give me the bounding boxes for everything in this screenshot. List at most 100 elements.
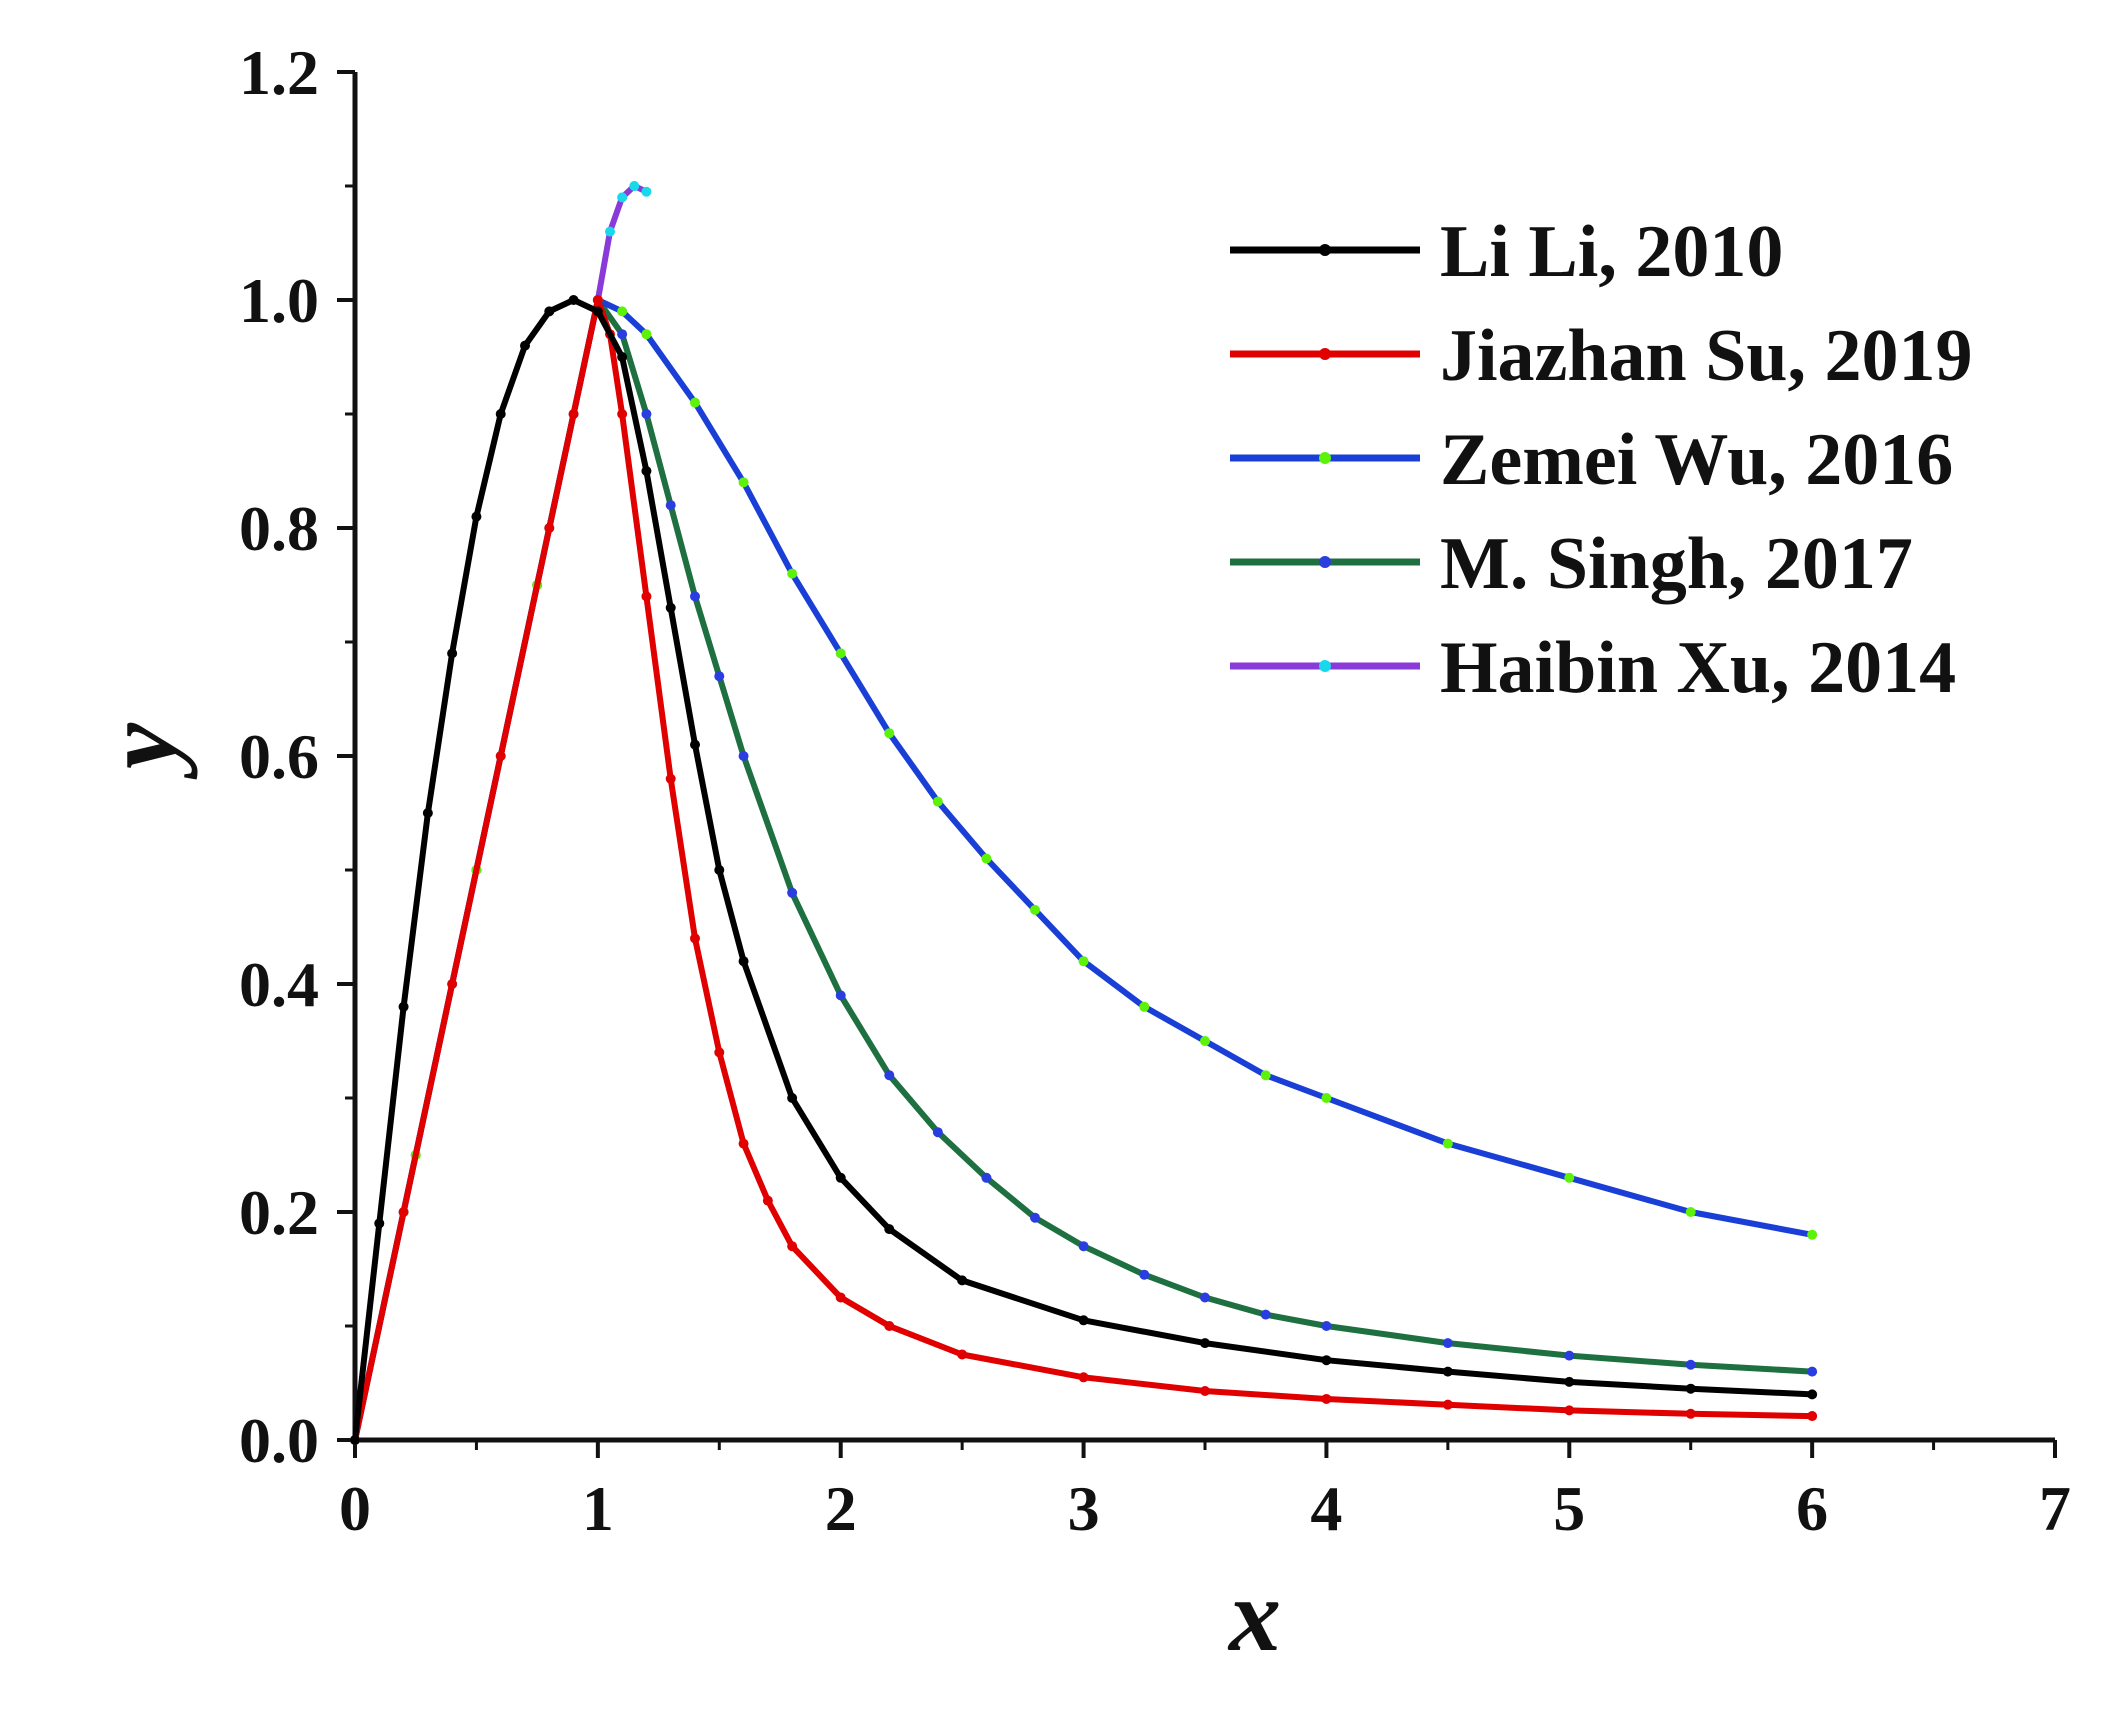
- series-2-point: [957, 1349, 968, 1360]
- series-3-point: [738, 477, 749, 488]
- series-2-group: [350, 295, 1818, 1445]
- series-2-point: [592, 295, 603, 305]
- x-tick-label: 0: [339, 1473, 371, 1544]
- series-4-point: [1685, 1359, 1696, 1370]
- series-2-point: [714, 1047, 725, 1058]
- series-1-point: [1200, 1338, 1210, 1349]
- series-4-point: [1030, 1212, 1040, 1223]
- series-1-point: [835, 1172, 846, 1183]
- legend-marker: [1319, 556, 1331, 568]
- series-2-point: [884, 1321, 895, 1331]
- series-3-point: [1139, 1001, 1150, 1012]
- series-4-point: [787, 887, 798, 898]
- series-3-point: [1200, 1036, 1210, 1046]
- series-2-point: [398, 1207, 409, 1217]
- series-2-point: [835, 1292, 846, 1303]
- series-3-point: [617, 306, 628, 317]
- series-2-point: [1200, 1385, 1210, 1396]
- x-tick-label: 1: [582, 1473, 614, 1544]
- series-1-point: [1442, 1366, 1453, 1377]
- series-4-point: [617, 329, 628, 340]
- series-1-point: [520, 340, 530, 351]
- series-1-point: [592, 306, 603, 317]
- series-1-point: [568, 295, 579, 305]
- series-2-point: [1078, 1372, 1089, 1383]
- series-5-point: [617, 192, 628, 203]
- series-1-point: [398, 1001, 409, 1012]
- series-1-point: [1321, 1355, 1332, 1366]
- x-tick-label: 7: [2039, 1473, 2071, 1544]
- x-axis-title: x: [1227, 1558, 1281, 1673]
- series-1-point: [447, 648, 458, 659]
- series-1-point: [422, 808, 433, 818]
- series-3-point: [1321, 1093, 1332, 1103]
- x-tick-label: 3: [1068, 1473, 1100, 1544]
- series-3-point: [835, 648, 846, 659]
- series-3-point: [1260, 1070, 1271, 1081]
- series-2-point: [544, 523, 555, 533]
- x-tick-label: 4: [1310, 1473, 1342, 1544]
- series-1-point: [738, 956, 749, 967]
- series-1-point: [495, 409, 506, 419]
- series-3-point: [932, 796, 943, 807]
- series-4-point: [665, 500, 676, 511]
- series-4-point: [1078, 1241, 1089, 1252]
- series-1-point: [1685, 1383, 1696, 1394]
- legend-marker: [1319, 660, 1331, 672]
- series-2-line: [352, 297, 1816, 1443]
- series-5-point: [605, 226, 615, 237]
- series-1-point: [957, 1275, 968, 1286]
- series-4-point: [1321, 1321, 1332, 1331]
- series-1-point: [544, 306, 555, 317]
- y-tick-label: 0.2: [239, 1177, 319, 1248]
- y-tick-label: 1.0: [239, 265, 319, 336]
- series-1-point: [1078, 1315, 1089, 1326]
- series-1-point: [1564, 1376, 1575, 1387]
- series-1-point: [1807, 1389, 1818, 1400]
- series-2-point: [1807, 1411, 1818, 1422]
- series-3-point: [1442, 1138, 1453, 1149]
- legend: Li Li, 2010 Jiazhan Su, 2019 Zemei Wu, 201…: [1230, 211, 1973, 709]
- series-2-point: [617, 409, 628, 419]
- series-2-point: [447, 979, 458, 989]
- series-1-point: [884, 1224, 895, 1235]
- series-2-point: [665, 773, 676, 784]
- y-tick-label: 0.6: [239, 721, 319, 792]
- series-4-point: [1807, 1366, 1818, 1377]
- series-2-point: [1685, 1408, 1696, 1419]
- series-1-point: [350, 1435, 360, 1445]
- series-1-point: [690, 739, 700, 750]
- series-1-group: [350, 295, 1818, 1445]
- series-3-point: [884, 728, 895, 739]
- series-layer: [350, 181, 1818, 1445]
- y-tick-label: 0.4: [239, 949, 319, 1020]
- series-4-point: [738, 751, 749, 761]
- legend-item-2: Jiazhan Su, 2019: [1230, 315, 1973, 397]
- tick-labels: 0 1 2 3 4 5 6 7 0.0 0.2 0.4 0.6 0.8 1.0 1.2: [239, 37, 2071, 1544]
- series-4-point: [714, 671, 725, 682]
- legend-marker: [1319, 452, 1331, 464]
- y-tick-label: 1.2: [239, 37, 319, 108]
- series-2-point: [495, 751, 506, 761]
- series-1-point: [641, 466, 652, 476]
- series-1-line: [352, 297, 1816, 1443]
- legend-item-3: Zemei Wu, 2016: [1230, 419, 1953, 501]
- legend-label: Haibin Xu, 2014: [1440, 627, 1956, 709]
- series-4-point: [1564, 1350, 1575, 1361]
- series-3-point: [981, 853, 992, 864]
- series-1-point: [617, 352, 628, 362]
- x-tick-label: 2: [825, 1473, 857, 1544]
- y-tick-label: 0.8: [239, 493, 319, 564]
- series-4-point: [1200, 1292, 1210, 1303]
- series-3-point: [1807, 1229, 1818, 1240]
- series-4-point: [1442, 1338, 1453, 1349]
- series-2-point: [762, 1195, 773, 1206]
- series-4-point: [932, 1127, 943, 1138]
- legend-marker: [1319, 244, 1331, 256]
- legend-label: Li Li, 2010: [1440, 211, 1783, 293]
- x-tick-label: 6: [1796, 1473, 1828, 1544]
- series-4-point: [641, 409, 652, 419]
- series-2-point: [1442, 1399, 1453, 1410]
- series-2-point: [690, 933, 700, 944]
- legend-item-4: M. Singh, 2017: [1230, 523, 1913, 605]
